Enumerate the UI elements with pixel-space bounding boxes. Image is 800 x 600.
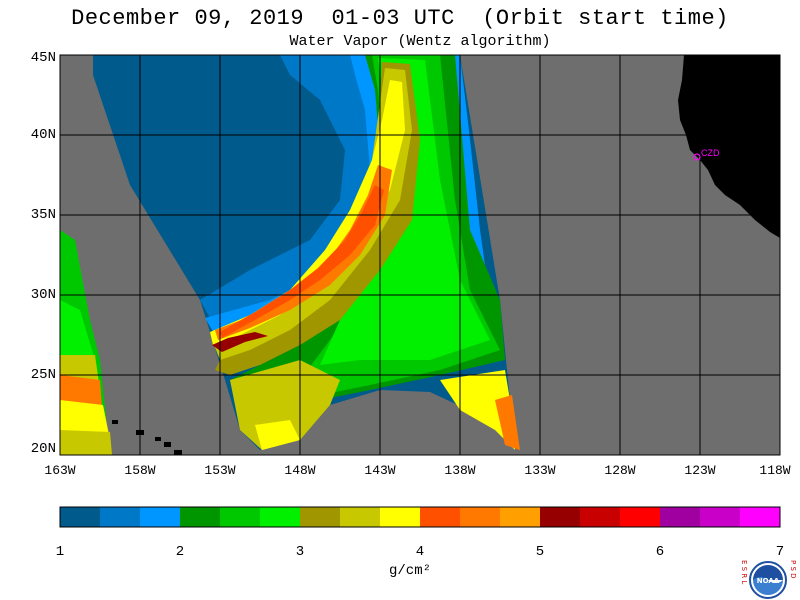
colorbar-segment: [180, 507, 221, 527]
colorbar-segment: [700, 507, 741, 527]
station-marker-czd: CZD: [693, 148, 720, 161]
lat-label-40n: 40N: [30, 127, 56, 143]
lon-label-143w: 143W: [364, 463, 396, 478]
colorbar-tick-4: 4: [415, 544, 425, 560]
logo-psd-text: P S D: [789, 560, 797, 579]
lon-label-148w: 148W: [284, 463, 316, 478]
noaa-emblem-icon: NOAA: [749, 561, 787, 599]
colorbar-segment: [140, 507, 181, 527]
lon-label-163w: 163W: [44, 463, 76, 478]
colorbar-tick-2: 2: [175, 544, 185, 560]
map-frame: [59, 54, 781, 456]
colorbar-segment: [500, 507, 541, 527]
colorbar-segment: [620, 507, 661, 527]
colorbar-segment: [300, 507, 341, 527]
noaa-esrl-psd-logo: E S R L NOAA P S D: [735, 560, 799, 600]
colorbar-segment: [60, 507, 101, 527]
colorbar-segment: [340, 507, 381, 527]
lat-label-25n: 25N: [30, 367, 56, 383]
swath-right: [93, 55, 520, 450]
graticule: [60, 55, 780, 455]
colorbar-tick-5: 5: [535, 544, 545, 560]
lon-label-153w: 153W: [204, 463, 236, 478]
lat-label-20n: 20N: [30, 441, 56, 457]
colorbar-frame: [59, 506, 781, 528]
colorbar-segment: [220, 507, 261, 527]
colorbar-segment: [740, 507, 781, 527]
lon-label-133w: 133W: [524, 463, 556, 478]
colorbar-units: g/cm²: [388, 563, 431, 579]
lat-label-30n: 30N: [30, 287, 56, 303]
lon-label-123w: 123W: [684, 463, 716, 478]
colorbar-segment: [460, 507, 501, 527]
map-subtitle: Water Vapor (Wentz algorithm): [289, 33, 551, 50]
colorbar-segment: [420, 507, 461, 527]
colorbar: [60, 507, 781, 527]
colorbar-segment: [660, 507, 701, 527]
lat-label-35n: 35N: [30, 207, 56, 223]
lon-label-138w: 138W: [444, 463, 476, 478]
swath-left: [60, 230, 112, 455]
lon-label-158w: 158W: [124, 463, 156, 478]
lon-label-118w: 118W: [759, 463, 791, 478]
map-title: December 09, 2019 01-03 UTC (Orbit start…: [71, 6, 729, 31]
lon-label-128w: 128W: [604, 463, 636, 478]
colorbar-segment: [260, 507, 301, 527]
colorbar-tick-6: 6: [655, 544, 665, 560]
station-label: CZD: [701, 148, 720, 158]
land-north-america: [678, 55, 780, 238]
station-symbol: [693, 153, 701, 161]
colorbar-tick-3: 3: [295, 544, 305, 560]
colorbar-tick-7: 7: [775, 544, 785, 560]
colorbar-segment: [100, 507, 141, 527]
logo-noaa-text: NOAA: [757, 577, 780, 585]
colorbar-tick-1: 1: [55, 544, 65, 560]
lat-label-45n: 45N: [30, 50, 56, 66]
colorbar-segment: [580, 507, 621, 527]
colorbar-segment: [380, 507, 421, 527]
colorbar-segment: [540, 507, 581, 527]
logo-esrl-text: E S R L: [740, 560, 748, 585]
